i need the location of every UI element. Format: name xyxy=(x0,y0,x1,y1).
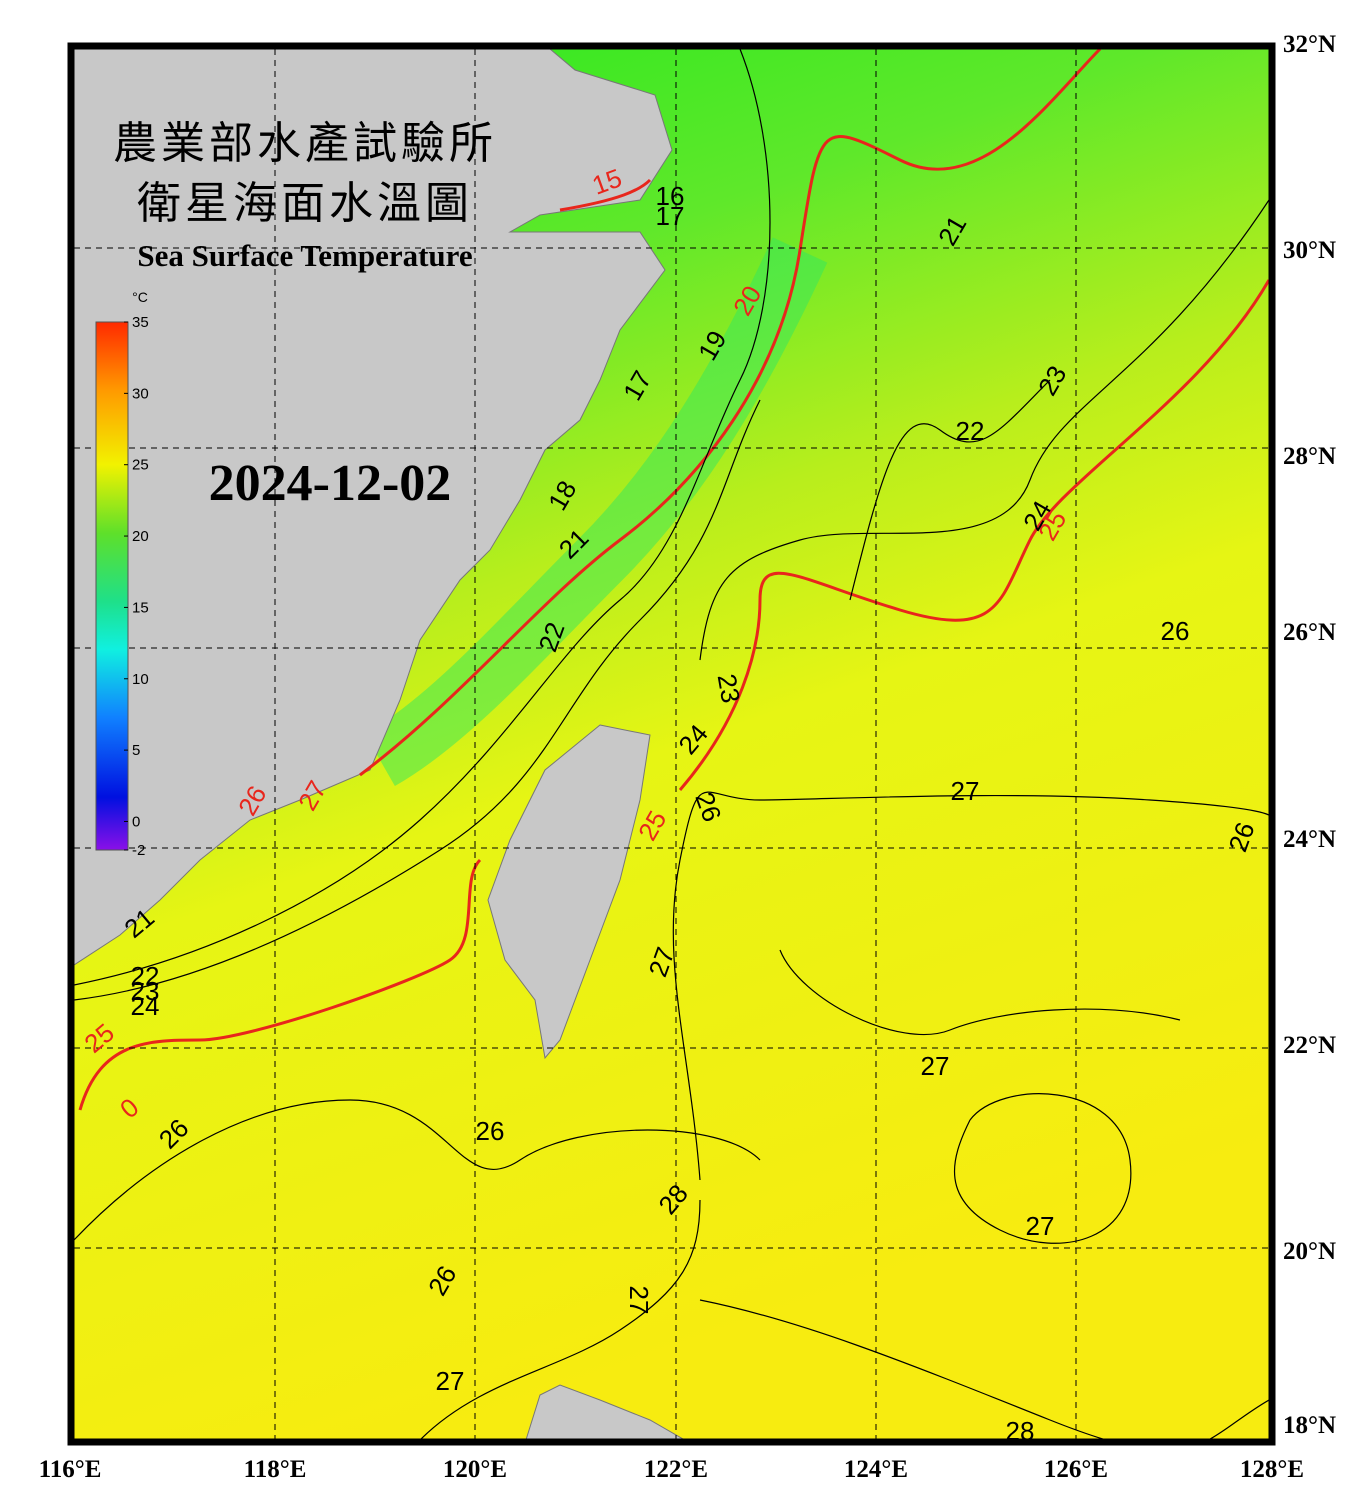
contour-label: 22 xyxy=(131,961,160,991)
lon-label: 126°E xyxy=(1044,1456,1108,1483)
contour-label: 28 xyxy=(1006,1416,1035,1446)
contour-label: 27 xyxy=(624,1286,654,1315)
colorbar-tick-label: 5 xyxy=(132,742,140,759)
lat-label: 28°N xyxy=(1283,443,1336,470)
colorbar-tick-label: 35 xyxy=(132,314,149,331)
contour-label: 27 xyxy=(921,1051,950,1081)
title-en: Sea Surface Temperature xyxy=(137,238,472,273)
lon-label: 124°E xyxy=(844,1456,908,1483)
contour-label: 17 xyxy=(656,201,685,231)
contour-label: 26 xyxy=(1161,616,1190,646)
contour-label: 23 xyxy=(131,976,160,1006)
isotherms xyxy=(74,49,1269,1439)
lat-label: 26°N xyxy=(1283,619,1336,646)
graticule xyxy=(74,49,1269,1439)
colorbar-tick-label: 25 xyxy=(132,457,149,474)
lon-label: 118°E xyxy=(244,1456,307,1483)
colorbar-tick-label: 0 xyxy=(132,813,140,830)
frame xyxy=(67,42,1276,1446)
title-zh: 農業部水產試驗所 xyxy=(113,118,497,169)
lat-label: 24°N xyxy=(1283,826,1336,853)
colorbar-tick-label: 10 xyxy=(132,671,149,688)
colorbar-tick-label: 20 xyxy=(132,528,149,545)
lon-label: 120°E xyxy=(443,1456,507,1483)
contour-label: 27 xyxy=(436,1366,465,1396)
lon-label: 128°E xyxy=(1240,1456,1304,1483)
land-taiwan xyxy=(487,724,651,1060)
contour-label: 27 xyxy=(951,776,980,806)
lat-label: 32°N xyxy=(1283,31,1336,58)
contour-label: 22 xyxy=(956,416,985,446)
lat-label: 20°N xyxy=(1283,1238,1336,1265)
lat-label: 30°N xyxy=(1283,237,1336,264)
lat-label: 22°N xyxy=(1283,1032,1336,1059)
contour-label: 16 xyxy=(656,181,685,211)
contour-label: 26 xyxy=(476,1116,505,1146)
contour-label: 24 xyxy=(131,991,160,1021)
lon-label: 116°E xyxy=(39,1456,102,1483)
title-zh: 衛星海面水溫圖 xyxy=(137,178,473,229)
contour-label: 27 xyxy=(1026,1211,1055,1241)
land-luzon xyxy=(525,1384,685,1439)
colorbar-unit: °C xyxy=(132,289,148,305)
lon-label: 122°E xyxy=(644,1456,708,1483)
land-china xyxy=(74,49,673,966)
date: 2024-12-02 xyxy=(209,455,452,512)
colorbar-tick-label: 30 xyxy=(132,385,149,402)
colorbar xyxy=(95,321,129,851)
colorbar-tick-label: 15 xyxy=(132,599,149,616)
contour-label: 23 xyxy=(712,672,747,706)
lat-label: 18°N xyxy=(1283,1412,1336,1439)
colorbar-tick-label: -2 xyxy=(132,842,145,859)
